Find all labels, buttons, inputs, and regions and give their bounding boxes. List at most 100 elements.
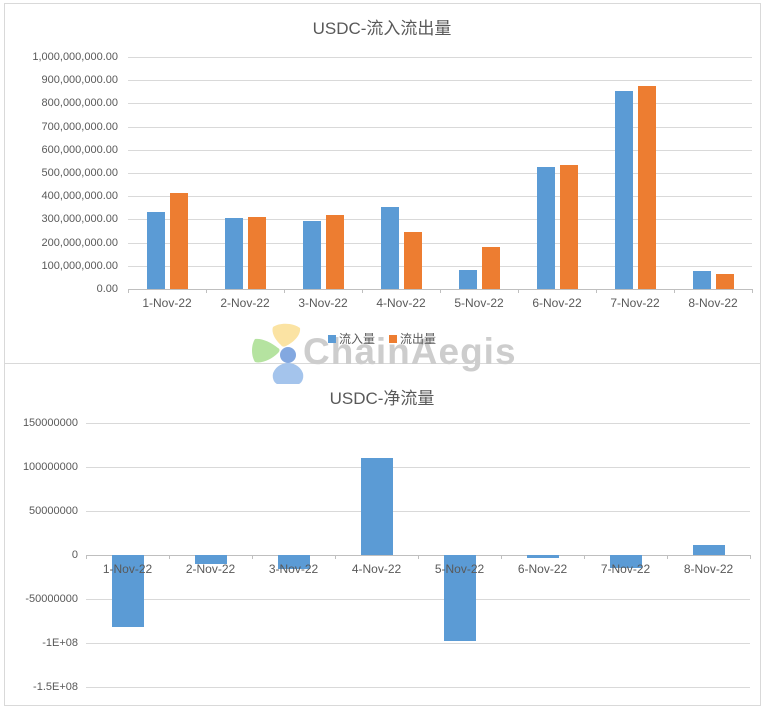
outflow-legend-swatch bbox=[389, 334, 397, 343]
x-axis-tick bbox=[252, 555, 253, 559]
inflow-outflow-legend: 流入量 流出量 bbox=[0, 330, 764, 347]
inflow-bar bbox=[536, 166, 555, 289]
gridline bbox=[86, 687, 750, 688]
x-axis-label: 5-Nov-22 bbox=[434, 562, 485, 576]
x-axis-label: 6-Nov-22 bbox=[532, 296, 582, 310]
inflow-legend-label: 流入量 bbox=[338, 332, 375, 346]
netflow-chart-title: USDC-净流量 bbox=[329, 389, 435, 408]
outflow-bar bbox=[403, 232, 422, 289]
y-axis-label: 400,000,000.00 bbox=[41, 190, 118, 203]
x-axis-label: 2-Nov-22 bbox=[185, 562, 236, 576]
outflow-legend-label: 流出量 bbox=[400, 332, 437, 346]
y-axis-label: 100,000,000.00 bbox=[41, 259, 118, 272]
gridline bbox=[128, 57, 752, 58]
outflow-bar bbox=[325, 215, 344, 289]
x-axis-tick bbox=[418, 555, 419, 559]
outflow-bar bbox=[247, 216, 266, 289]
x-axis-tick bbox=[284, 289, 285, 293]
y-axis-label: -1E+08 bbox=[42, 637, 78, 649]
x-axis-tick bbox=[752, 289, 753, 293]
gridline bbox=[128, 196, 752, 198]
inflow-legend-swatch bbox=[327, 334, 336, 343]
x-axis-tick bbox=[362, 289, 363, 293]
y-axis-label: -1.5E+08 bbox=[33, 681, 78, 693]
x-axis-label: 4-Nov-22 bbox=[376, 296, 426, 310]
inflow-outflow-chart-panel bbox=[4, 3, 761, 364]
y-axis-label: 700,000,000.00 bbox=[41, 120, 118, 133]
x-axis-label: 1-Nov-22 bbox=[102, 562, 153, 576]
netflow-bar bbox=[277, 555, 310, 570]
y-axis-label: 200,000,000.00 bbox=[41, 236, 118, 249]
legend-item-outflow: 流出量 bbox=[389, 330, 436, 347]
x-axis-tick bbox=[667, 555, 668, 559]
netflow-bar bbox=[194, 555, 227, 564]
gridline bbox=[86, 599, 750, 600]
x-axis-tick bbox=[440, 289, 441, 293]
outflow-bar bbox=[169, 192, 188, 289]
x-axis-label: 8-Nov-22 bbox=[683, 562, 734, 576]
netflow-bar bbox=[360, 458, 393, 555]
x-axis-label: 3-Nov-22 bbox=[268, 562, 319, 576]
outflow-bar bbox=[715, 273, 734, 289]
netflow-bar bbox=[443, 555, 476, 642]
x-axis-tick bbox=[86, 555, 87, 559]
x-axis-tick bbox=[169, 555, 170, 559]
y-axis-label: 300,000,000.00 bbox=[41, 213, 118, 226]
outflow-bar bbox=[481, 247, 500, 289]
x-axis-tick bbox=[128, 289, 129, 293]
gridline bbox=[128, 126, 752, 128]
inflow-bar bbox=[380, 206, 399, 289]
inflow-bar bbox=[458, 269, 477, 289]
x-axis-label: 8-Nov-22 bbox=[688, 296, 738, 310]
gridline bbox=[86, 423, 750, 424]
y-axis-label: 150000000 bbox=[22, 417, 78, 429]
x-axis-label: 1-Nov-22 bbox=[142, 296, 192, 310]
x-axis-tick bbox=[596, 289, 597, 293]
y-axis-label: 900,000,000.00 bbox=[41, 74, 118, 87]
y-axis-label: 500,000,000.00 bbox=[41, 167, 118, 179]
gridline bbox=[128, 265, 752, 267]
x-axis-label: 5-Nov-22 bbox=[454, 296, 504, 310]
inflow-bar bbox=[302, 220, 321, 289]
y-axis-label: 1,000,000,000.00 bbox=[32, 51, 118, 63]
gridline bbox=[128, 219, 752, 221]
y-axis-label: 600,000,000.00 bbox=[41, 143, 118, 156]
gridline bbox=[86, 467, 750, 468]
x-axis-tick bbox=[750, 555, 751, 559]
inflow-bar bbox=[614, 90, 633, 289]
x-axis-label: 3-Nov-22 bbox=[298, 296, 348, 310]
x-axis-label: 7-Nov-22 bbox=[600, 562, 651, 576]
inflow-outflow-chart-title: USDC-流入流出量 bbox=[312, 19, 452, 38]
gridline bbox=[128, 149, 752, 151]
y-axis-label: -50000000 bbox=[25, 593, 78, 605]
x-axis-tick bbox=[501, 555, 502, 559]
y-axis-label: 100000000 bbox=[22, 461, 78, 473]
netflow-bar bbox=[111, 555, 144, 628]
netflow-bar bbox=[692, 545, 725, 555]
x-axis-tick bbox=[584, 555, 585, 559]
outflow-bar bbox=[559, 165, 578, 289]
y-axis-label: 0 bbox=[71, 549, 78, 561]
netflow-bar bbox=[526, 555, 559, 558]
x-axis-label: 6-Nov-22 bbox=[517, 562, 568, 576]
inflow-bar bbox=[146, 211, 165, 289]
x-axis-label: 4-Nov-22 bbox=[351, 562, 402, 576]
inflow-bar bbox=[224, 218, 243, 289]
gridline bbox=[128, 173, 752, 174]
y-axis-label: 50000000 bbox=[29, 505, 78, 517]
gridline bbox=[86, 511, 750, 512]
y-axis-label: 0.00 bbox=[96, 283, 118, 295]
x-axis-tick bbox=[674, 289, 675, 293]
x-axis-tick bbox=[206, 289, 207, 293]
netflow-bar bbox=[609, 555, 642, 569]
x-axis-label: 2-Nov-22 bbox=[220, 296, 270, 310]
outflow-bar bbox=[637, 86, 656, 289]
x-axis-label: 7-Nov-22 bbox=[610, 296, 660, 310]
gridline bbox=[128, 242, 752, 244]
x-axis-tick bbox=[518, 289, 519, 293]
gridline bbox=[128, 80, 752, 82]
gridline bbox=[86, 643, 750, 644]
gridline bbox=[128, 103, 752, 105]
x-axis-tick bbox=[335, 555, 336, 559]
